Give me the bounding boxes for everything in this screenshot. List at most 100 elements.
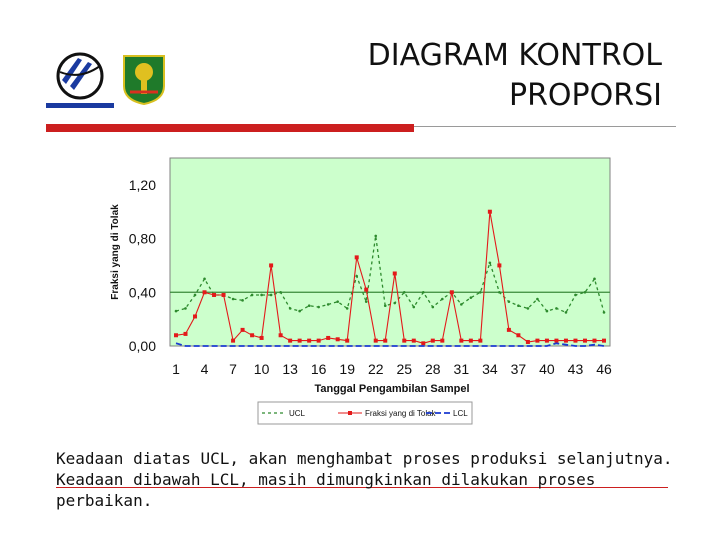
data-point <box>440 338 445 343</box>
title-underline-gray <box>414 126 676 127</box>
data-point <box>402 290 406 294</box>
page-title: DIAGRAM KONTROL PROPORSI <box>282 36 662 116</box>
y-tick-label: 0,00 <box>129 338 156 354</box>
data-point <box>421 341 426 346</box>
data-point <box>354 255 359 260</box>
data-point <box>241 299 244 302</box>
regional-emblem-icon <box>123 55 165 106</box>
data-point <box>441 297 444 301</box>
plot-area <box>169 157 611 347</box>
data-point <box>402 338 407 343</box>
data-point <box>582 338 587 343</box>
x-tick-label: 13 <box>282 361 298 377</box>
note-above-ucl: Keadaan diatas UCL, akan menghambat pros… <box>56 449 673 468</box>
data-point <box>488 261 492 265</box>
data-point <box>307 304 311 308</box>
data-point <box>497 263 502 268</box>
x-axis-label: Tanggal Pengambilan Sampel <box>314 383 469 395</box>
data-point <box>174 333 178 338</box>
data-point <box>316 338 321 343</box>
x-tick-label: 40 <box>539 361 555 377</box>
data-point <box>202 290 207 295</box>
data-point <box>564 311 568 314</box>
data-point <box>468 338 473 343</box>
data-point <box>269 293 273 297</box>
data-point <box>517 304 520 308</box>
data-point <box>526 307 530 310</box>
data-point <box>221 292 226 297</box>
data-point <box>583 290 587 294</box>
data-point <box>231 297 235 301</box>
data-point <box>373 338 378 343</box>
data-point <box>183 331 188 336</box>
data-point <box>479 290 482 294</box>
data-point <box>421 290 425 294</box>
x-tick-label: 37 <box>511 361 527 377</box>
y-tick-label: 0,40 <box>129 284 156 300</box>
data-point <box>393 301 397 305</box>
legend-label: UCL <box>289 409 306 418</box>
legend-marker <box>348 411 352 415</box>
data-point <box>449 290 454 295</box>
data-point <box>250 333 255 338</box>
y-axis-label: Fraksi yang di Tolak <box>110 204 121 300</box>
data-point <box>516 333 521 338</box>
title-line-1: DIAGRAM KONTROL <box>367 38 662 73</box>
y-tick-label: 1,20 <box>129 177 156 193</box>
data-point <box>459 338 464 343</box>
data-point <box>525 339 530 344</box>
university-logo-icon <box>46 52 114 108</box>
data-point <box>430 338 435 343</box>
data-point <box>364 300 368 303</box>
data-point <box>298 309 301 313</box>
data-point <box>250 293 254 297</box>
data-point <box>355 274 359 278</box>
title-line-2: PROPORSI <box>509 78 662 113</box>
legend-label: Fraksi yang di Tolak <box>365 409 437 418</box>
data-point <box>536 297 539 301</box>
x-tick-label: 4 <box>201 361 209 377</box>
data-point <box>307 338 312 343</box>
data-point <box>335 337 340 342</box>
x-tick-label: 10 <box>254 361 270 377</box>
x-tick-label: 28 <box>425 361 441 377</box>
notes-divider <box>56 487 668 488</box>
y-tick-labels: 0,00 0,40 0,80 1,20 <box>129 177 156 354</box>
data-point <box>392 271 397 276</box>
legend-label: LCL <box>453 409 468 418</box>
data-point <box>563 338 568 343</box>
x-tick-label: 25 <box>396 361 412 377</box>
data-point <box>231 338 236 343</box>
data-point <box>507 300 511 303</box>
data-point <box>535 338 540 343</box>
x-tick-labels: 1 4 7 10 13 16 19 22 25 28 31 34 37 40 43 46 <box>172 361 612 377</box>
data-point <box>240 327 245 332</box>
data-point <box>269 263 274 268</box>
note-below-lcl: Keadaan dibawah LCL, masih dimungkinkan … <box>56 470 606 510</box>
x-tick-label: 7 <box>229 361 237 377</box>
series-layer <box>170 209 610 347</box>
data-point <box>326 303 330 306</box>
x-tick-label: 1 <box>172 361 180 377</box>
data-point <box>212 292 217 297</box>
data-point <box>259 335 264 340</box>
data-point <box>411 338 416 343</box>
data-point <box>383 304 387 308</box>
data-point <box>288 338 293 343</box>
data-point <box>174 309 178 313</box>
data-point <box>478 338 483 343</box>
legend-box <box>257 401 473 425</box>
data-point <box>193 293 197 297</box>
chart-legend: UCL Fraksi yang di Tolak LCL <box>257 401 473 425</box>
data-point <box>260 293 263 297</box>
data-point <box>288 307 292 310</box>
x-tick-label: 16 <box>311 361 327 377</box>
title-underline-red <box>46 124 414 132</box>
x-tick-label: 19 <box>339 361 355 377</box>
data-point <box>498 290 501 294</box>
data-point <box>554 338 559 343</box>
x-tick-label: 31 <box>454 361 470 377</box>
data-point <box>345 338 350 343</box>
data-point <box>336 300 339 303</box>
data-point <box>573 338 578 343</box>
